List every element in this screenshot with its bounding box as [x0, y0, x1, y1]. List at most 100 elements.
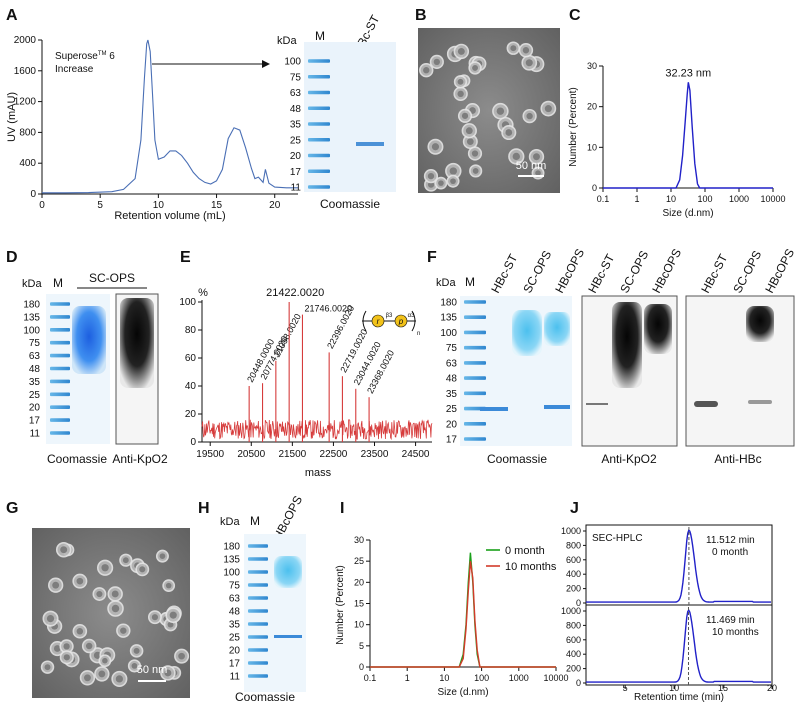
tem-g-particle-core	[159, 553, 166, 560]
gel-d-ladder-band	[50, 366, 70, 371]
chart-e-peak-label: 21422.0020	[266, 287, 324, 299]
chart-j-bottom-frame	[585, 604, 773, 686]
blot-f2-background	[685, 295, 795, 447]
gel-f-ladder-band	[464, 391, 486, 396]
tem-g-particle-core	[76, 628, 84, 635]
chart-a-xlabel: Retention volume (mL)	[114, 210, 225, 222]
chart-e-xtick-label: 20500	[237, 449, 265, 460]
tem-g-particle-core	[178, 652, 185, 660]
chart-j-xtick-label: 20	[767, 683, 777, 693]
tem-g-particle-core	[164, 669, 172, 677]
chart-c: 0 10 20 30 0.1 1 10 100 1000 10000 32.23 nm Numb…	[568, 61, 786, 219]
gel-f-lane-2: SC-OPS	[520, 248, 554, 295]
tem-b-particle-core	[505, 129, 513, 136]
chart-i-xtick-label: 1	[405, 673, 410, 683]
panel-label-c: C	[569, 7, 581, 24]
gel-d-smear-sc-ops	[72, 306, 106, 374]
chart-j-xtick-label: 5	[623, 683, 628, 693]
chart-a-xtick-label: 10	[153, 200, 165, 211]
blot-f1-smear-sc-ops	[612, 302, 642, 388]
tem-b-particle-core	[465, 127, 473, 135]
tem-g-particle-core	[165, 582, 172, 589]
gel-h-stain: Coomassie	[235, 690, 295, 704]
tem-b: 50 nm	[418, 28, 560, 193]
glycan-unit-2: p	[398, 317, 404, 326]
tem-g-particle-core	[120, 627, 127, 634]
tem-g-particle-core	[115, 675, 123, 683]
blot-f1-lane-1: HBc-ST	[585, 251, 617, 295]
tem-g-particle-core	[131, 663, 138, 669]
tem-b-particle-core	[431, 143, 440, 151]
gel-f-ladder-label: 75	[446, 343, 458, 354]
tem-b-particle-core	[496, 107, 505, 115]
chart-c-annotation: 32.23 nm	[665, 67, 711, 79]
tem-b-particle-core	[533, 153, 540, 161]
chart-i-ytick-label: 0	[359, 662, 364, 672]
panel-label-f: F	[427, 249, 437, 266]
gel-a-ladder-band	[308, 137, 330, 142]
tem-b-particle-core	[522, 47, 530, 54]
chart-a-xtick-label: 15	[211, 200, 223, 211]
tem-b-particle-core	[427, 172, 435, 180]
tem-b-particle-core	[461, 112, 469, 119]
chart-j-xtick-label: 15	[718, 683, 728, 693]
gel-h-kda: kDa	[220, 516, 240, 528]
chart-c-ytick-label: 0	[592, 183, 597, 193]
glycan-unit-1: r	[377, 317, 380, 326]
gel-h-ladder-band	[248, 674, 268, 678]
chart-c-xtick-label: 10000	[760, 194, 785, 204]
chart-i-ytick-label: 25	[354, 556, 364, 566]
chart-i-xtick-label: 100	[474, 673, 489, 683]
chart-i-ytick-label: 5	[359, 641, 364, 651]
gel-h-ladder-label: 11	[230, 672, 241, 683]
blot-f1-lane-3: HBcOPS	[649, 246, 684, 295]
gel-h-ladder-label: 20	[229, 646, 241, 657]
gel-f-ladder-band	[464, 361, 486, 365]
gel-h-ladder-label: 35	[229, 620, 241, 631]
gel-d-lane-label: SC-OPS	[89, 271, 135, 285]
gel-a-ladder-band	[308, 153, 330, 158]
gel-h-ladder-label: 17	[229, 659, 241, 670]
gel-d-kda: kDa	[22, 278, 42, 290]
gel-f-band-hbc-st	[480, 407, 508, 411]
blot-f1-label: Anti-KpO2	[601, 452, 657, 466]
gel-h-ladder-label: 135	[223, 555, 240, 566]
chart-c-xtick-label: 1	[634, 194, 639, 204]
chart-j-trace-0	[586, 528, 771, 603]
gel-a-ladder-label: 35	[290, 120, 302, 131]
rhamnose-icon	[371, 314, 385, 328]
chart-e-peak-label: 21098.0020	[272, 312, 303, 359]
tem-g-particle-core	[46, 614, 55, 623]
gel-f-ladder-label: 100	[440, 328, 457, 339]
gel-d-ladder-band	[50, 431, 70, 435]
tem-b-particle-core	[544, 105, 552, 113]
gel-a-ladder-label: 11	[291, 183, 302, 194]
tem-g-particle-core	[133, 647, 140, 654]
gel-a-ladder-band	[308, 185, 330, 189]
chart-e-ytick-label: 100	[179, 297, 196, 308]
gel-h-smear-hbcops	[274, 556, 302, 588]
column-name: SuperoseTM 6	[55, 51, 115, 62]
chart-i-series-1	[370, 561, 556, 668]
gel-a-kda: kDa	[277, 35, 297, 47]
tem-b-particle-core	[535, 170, 541, 176]
gel-a-ladder-label: 75	[290, 72, 302, 83]
tem-g-particle-core	[63, 643, 70, 650]
gel-f-ladder-band	[464, 421, 486, 426]
chart-c-series-line	[603, 82, 773, 189]
chart-e-xtick-label: 23500	[361, 449, 389, 460]
chart-e-ytick-label: 40	[185, 381, 197, 392]
gel-f-ladder-band	[464, 315, 486, 320]
chart-a-ytick-label: 0	[30, 189, 36, 200]
chart-j-peak-time: 11.469 min	[706, 615, 755, 626]
gel-h-marker-label: M	[250, 514, 260, 528]
tem-g-particle-core	[101, 564, 109, 572]
chart-e-peak-label: 21746.0020	[304, 304, 352, 314]
fraction-arrowhead	[262, 60, 270, 68]
gel-d-ladder-label: 48	[29, 364, 41, 375]
gel-h-ladder-band	[248, 557, 268, 561]
tem-b-particle-core	[472, 168, 479, 174]
galactose-icon	[394, 314, 408, 328]
gel-f-ladder-band	[464, 376, 486, 380]
